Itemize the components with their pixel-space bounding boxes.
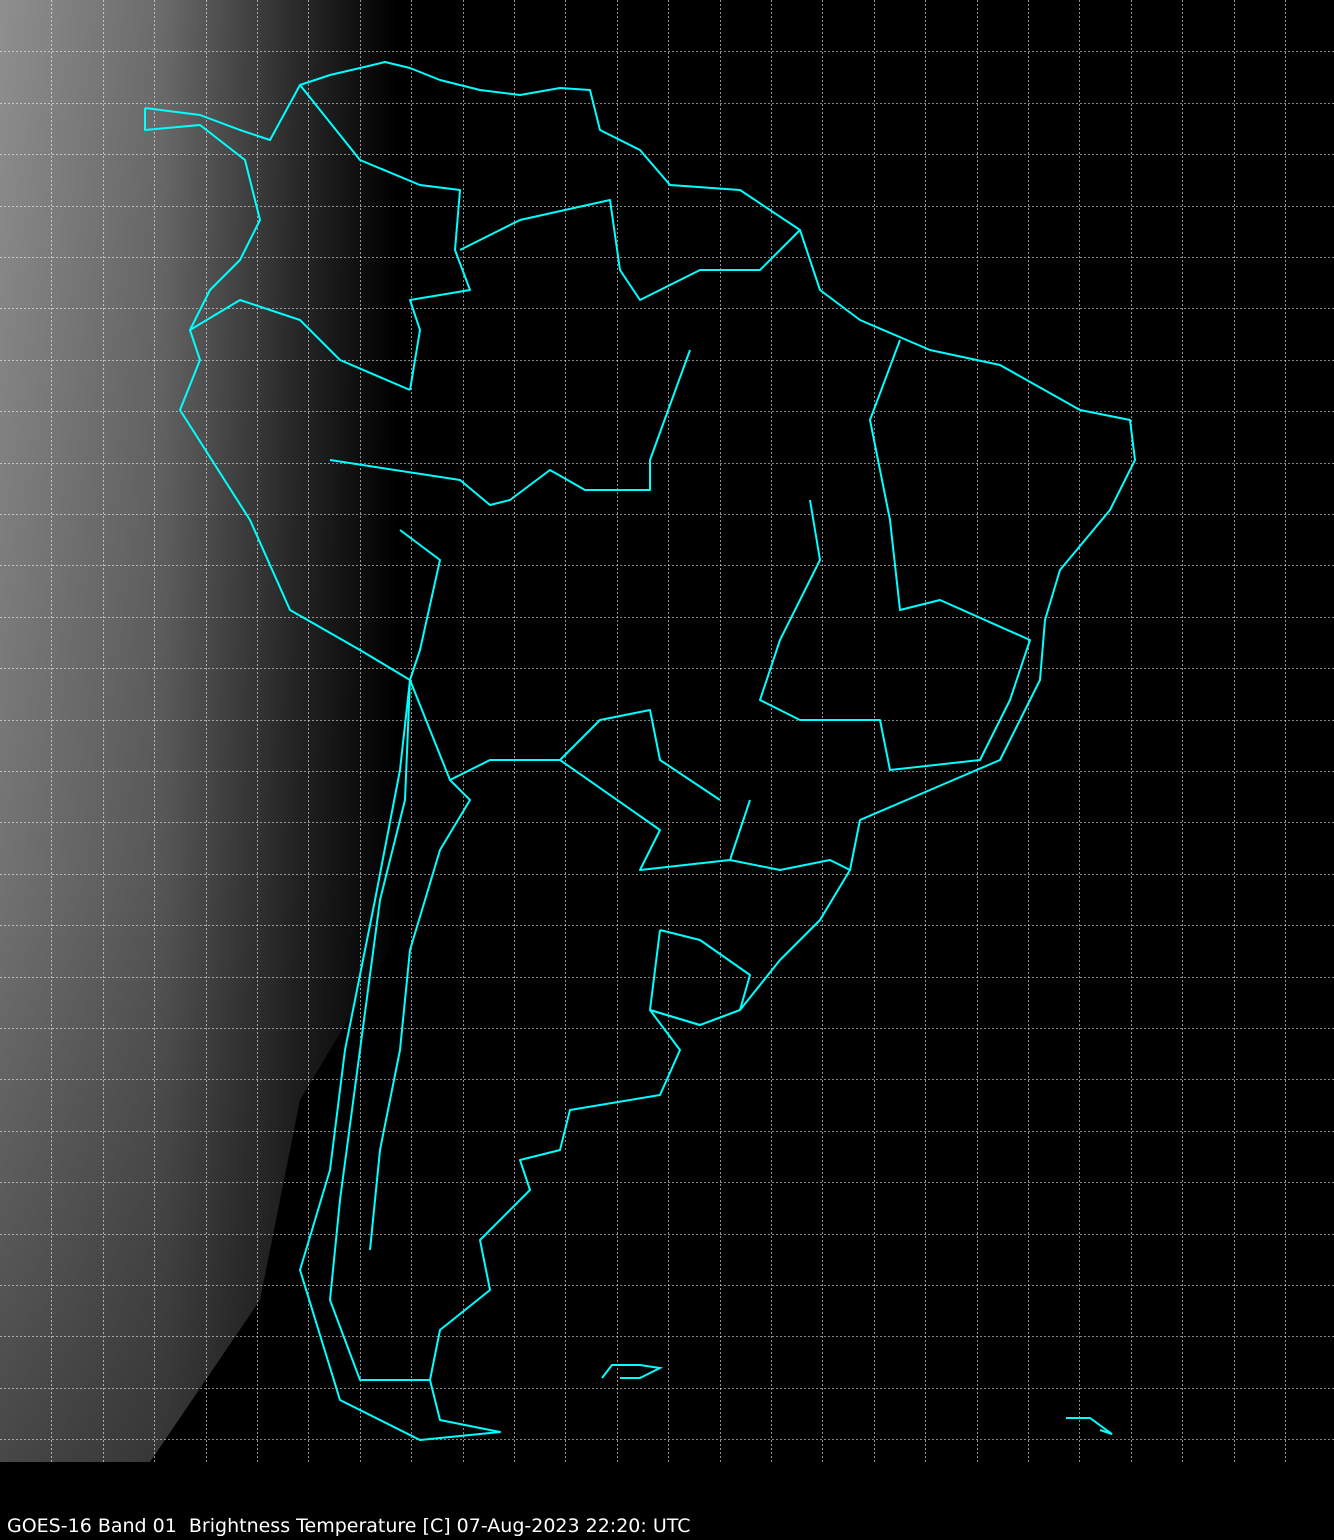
border-brazil-states: [759, 339, 1031, 771]
border-argentina-chile: [329, 679, 430, 1381]
coastline: [144, 61, 1136, 1441]
country-borders: [144, 61, 1136, 1441]
image-caption: GOES-16 Band 01 Brightness Temperature […: [7, 1515, 691, 1537]
border-bolivia: [399, 529, 721, 801]
border-rs-state: [729, 859, 851, 871]
satellite-map: [0, 0, 1334, 1462]
cloud-shading: [0, 0, 700, 1462]
border-peru-ecuador: [189, 299, 411, 391]
falkland-islands: [601, 1364, 664, 1379]
border-paraguay: [559, 759, 751, 871]
border-colombia-venezuela: [299, 84, 471, 391]
south-georgia-island: [1066, 1417, 1113, 1435]
border-brazil-north: [459, 199, 801, 301]
border-argentina-north: [369, 779, 471, 1251]
border-peru-brazil: [329, 349, 691, 506]
border-uruguay: [649, 929, 751, 1026]
